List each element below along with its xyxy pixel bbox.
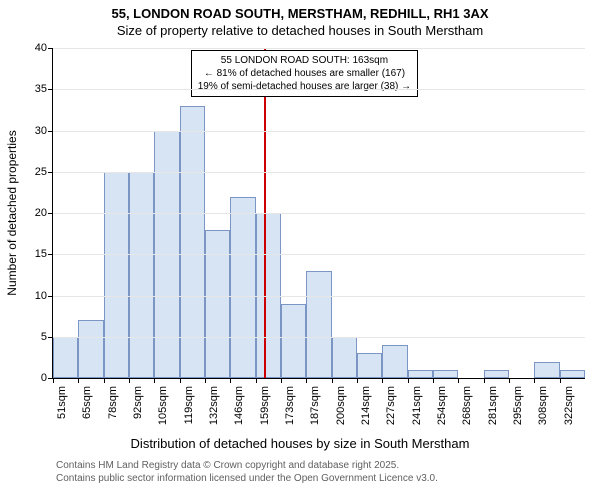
chart-container: 55, LONDON ROAD SOUTH, MERSTHAM, REDHILL…	[0, 0, 600, 500]
x-tick-label: 281sqm	[487, 386, 499, 425]
bar	[433, 370, 458, 378]
bar	[104, 172, 129, 378]
x-tick-label: 65sqm	[81, 386, 93, 419]
bar	[53, 337, 78, 378]
x-tick-label: 92sqm	[132, 386, 144, 419]
x-tick-mark	[154, 378, 155, 383]
x-tick-mark	[78, 378, 79, 383]
x-tick-mark	[205, 378, 206, 383]
x-tick-label: 254sqm	[436, 386, 448, 425]
y-tick-label: 25	[35, 166, 47, 178]
x-tick-label: 200sqm	[335, 386, 347, 425]
y-axis-label: Number of detached properties	[5, 130, 19, 295]
y-tick-mark	[48, 254, 53, 255]
y-tick-mark	[48, 131, 53, 132]
grid-line	[53, 131, 585, 132]
x-tick-label: 146sqm	[233, 386, 245, 425]
bar	[78, 320, 103, 378]
grid-line	[53, 89, 585, 90]
x-tick-label: 308sqm	[537, 386, 549, 425]
x-tick-mark	[357, 378, 358, 383]
x-tick-label: 51sqm	[56, 386, 68, 419]
x-tick-label: 173sqm	[284, 386, 296, 425]
grid-line	[53, 296, 585, 297]
bar	[281, 304, 306, 378]
bar	[534, 362, 559, 379]
x-tick-label: 241sqm	[411, 386, 423, 425]
x-tick-label: 295sqm	[512, 386, 524, 425]
y-tick-label: 0	[41, 372, 47, 384]
annotation-line3: 19% of semi-detached houses are larger (…	[198, 80, 411, 93]
chart-title-block: 55, LONDON ROAD SOUTH, MERSTHAM, REDHILL…	[0, 6, 600, 38]
grid-line	[53, 337, 585, 338]
x-tick-mark	[332, 378, 333, 383]
y-tick-mark	[48, 48, 53, 49]
bar	[382, 345, 407, 378]
x-tick-mark	[104, 378, 105, 383]
annotation-line1: 55 LONDON ROAD SOUTH: 163sqm	[198, 54, 411, 67]
y-tick-label: 5	[41, 331, 47, 343]
chart-title-line1: 55, LONDON ROAD SOUTH, MERSTHAM, REDHILL…	[0, 6, 600, 21]
x-tick-mark	[382, 378, 383, 383]
y-tick-mark	[48, 213, 53, 214]
x-tick-mark	[306, 378, 307, 383]
bar	[408, 370, 433, 378]
bar	[230, 197, 255, 379]
bar	[357, 353, 382, 378]
y-tick-label: 35	[35, 83, 47, 95]
bar	[306, 271, 331, 378]
x-tick-mark	[53, 378, 54, 383]
bar	[205, 230, 230, 379]
grid-line	[53, 48, 585, 49]
y-tick-label: 20	[35, 207, 47, 219]
x-tick-mark	[256, 378, 257, 383]
bar	[332, 337, 357, 378]
x-tick-mark	[129, 378, 130, 383]
x-tick-label: 187sqm	[309, 386, 321, 425]
x-axis-label: Distribution of detached houses by size …	[0, 436, 600, 451]
x-tick-mark	[281, 378, 282, 383]
x-tick-label: 214sqm	[360, 386, 372, 425]
y-tick-label: 15	[35, 248, 47, 260]
x-tick-label: 78sqm	[107, 386, 119, 419]
attribution-block: Contains HM Land Registry data © Crown c…	[56, 460, 438, 485]
y-tick-label: 10	[35, 290, 47, 302]
grid-line	[53, 254, 585, 255]
y-tick-mark	[48, 172, 53, 173]
x-tick-mark	[433, 378, 434, 383]
x-tick-label: 132sqm	[208, 386, 220, 425]
grid-line	[53, 213, 585, 214]
y-tick-label: 30	[35, 125, 47, 137]
y-tick-mark	[48, 89, 53, 90]
chart-title-line2: Size of property relative to detached ho…	[0, 23, 600, 38]
x-tick-label: 227sqm	[385, 386, 397, 425]
plot-area: 55 LONDON ROAD SOUTH: 163sqm ← 81% of de…	[52, 48, 585, 379]
y-tick-mark	[48, 337, 53, 338]
grid-line	[53, 172, 585, 173]
x-tick-mark	[484, 378, 485, 383]
x-tick-mark	[230, 378, 231, 383]
x-tick-label: 105sqm	[157, 386, 169, 425]
x-tick-label: 322sqm	[563, 386, 575, 425]
annotation-line2: ← 81% of detached houses are smaller (16…	[198, 67, 411, 80]
x-tick-label: 159sqm	[259, 386, 271, 425]
attribution-line2: Contains public sector information licen…	[56, 473, 438, 486]
x-tick-mark	[560, 378, 561, 383]
y-tick-label: 40	[35, 42, 47, 54]
x-tick-mark	[180, 378, 181, 383]
x-tick-mark	[509, 378, 510, 383]
x-tick-mark	[408, 378, 409, 383]
x-tick-label: 119sqm	[183, 386, 195, 424]
x-tick-label: 268sqm	[461, 386, 473, 425]
bar	[560, 370, 585, 378]
bar	[129, 172, 154, 378]
x-tick-mark	[534, 378, 535, 383]
x-tick-mark	[458, 378, 459, 383]
bar	[484, 370, 509, 378]
y-tick-mark	[48, 296, 53, 297]
attribution-line1: Contains HM Land Registry data © Crown c…	[56, 460, 438, 473]
